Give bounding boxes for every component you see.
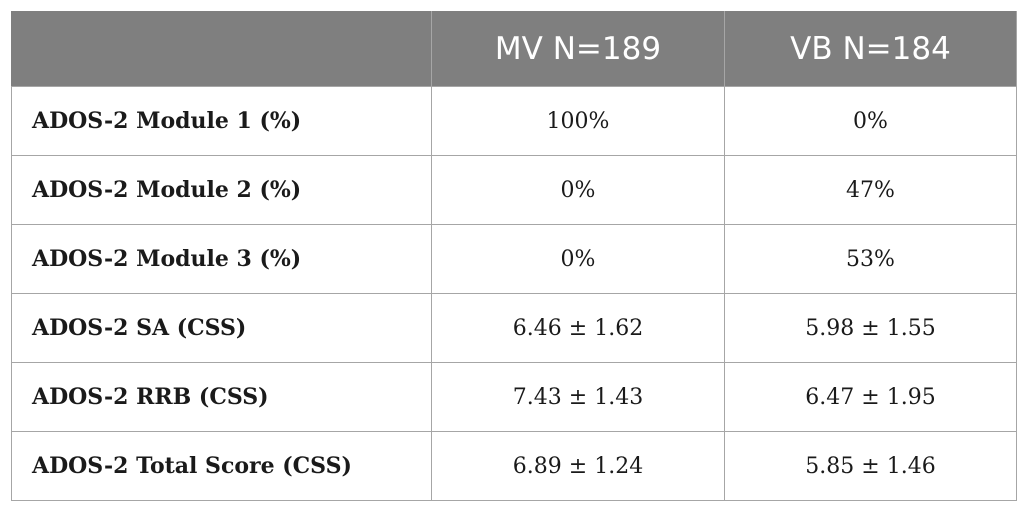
data-table-container: MV N=189 VB N=184 ADOS-2 Module 1 (%) 10… (11, 11, 1017, 501)
table-row: ADOS-2 Module 3 (%) 0% 53% (11, 224, 1017, 294)
cell-mv: 6.89 ± 1.24 (431, 431, 725, 501)
ados-comparison-table: MV N=189 VB N=184 ADOS-2 Module 1 (%) 10… (11, 11, 1017, 501)
cell-vb: 47% (724, 155, 1017, 225)
table-row: ADOS-2 Module 1 (%) 100% 0% (11, 86, 1017, 156)
table-row: ADOS-2 Total Score (CSS) 6.89 ± 1.24 5.8… (11, 431, 1017, 501)
row-label: ADOS-2 Module 1 (%) (11, 86, 432, 156)
table-header: MV N=189 VB N=184 (11, 11, 1017, 87)
row-label: ADOS-2 Module 3 (%) (11, 224, 432, 294)
cell-vb: 0% (724, 86, 1017, 156)
header-row: MV N=189 VB N=184 (11, 11, 1017, 87)
row-label: ADOS-2 SA (CSS) (11, 293, 432, 363)
table-row: ADOS-2 RRB (CSS) 7.43 ± 1.43 6.47 ± 1.95 (11, 362, 1017, 432)
cell-mv: 7.43 ± 1.43 (431, 362, 725, 432)
row-label: ADOS-2 RRB (CSS) (11, 362, 432, 432)
cell-mv: 0% (431, 224, 725, 294)
cell-vb: 53% (724, 224, 1017, 294)
row-label: ADOS-2 Total Score (CSS) (11, 431, 432, 501)
row-label: ADOS-2 Module 2 (%) (11, 155, 432, 225)
table-row: ADOS-2 Module 2 (%) 0% 47% (11, 155, 1017, 225)
table-body: ADOS-2 Module 1 (%) 100% 0% ADOS-2 Modul… (11, 86, 1017, 501)
header-cell-mv: MV N=189 (431, 11, 725, 87)
table-row: ADOS-2 SA (CSS) 6.46 ± 1.62 5.98 ± 1.55 (11, 293, 1017, 363)
cell-vb: 6.47 ± 1.95 (724, 362, 1017, 432)
header-cell-vb: VB N=184 (724, 11, 1017, 87)
cell-mv: 0% (431, 155, 725, 225)
header-cell-empty (11, 11, 432, 87)
cell-mv: 6.46 ± 1.62 (431, 293, 725, 363)
cell-mv: 100% (431, 86, 725, 156)
cell-vb: 5.85 ± 1.46 (724, 431, 1017, 501)
cell-vb: 5.98 ± 1.55 (724, 293, 1017, 363)
